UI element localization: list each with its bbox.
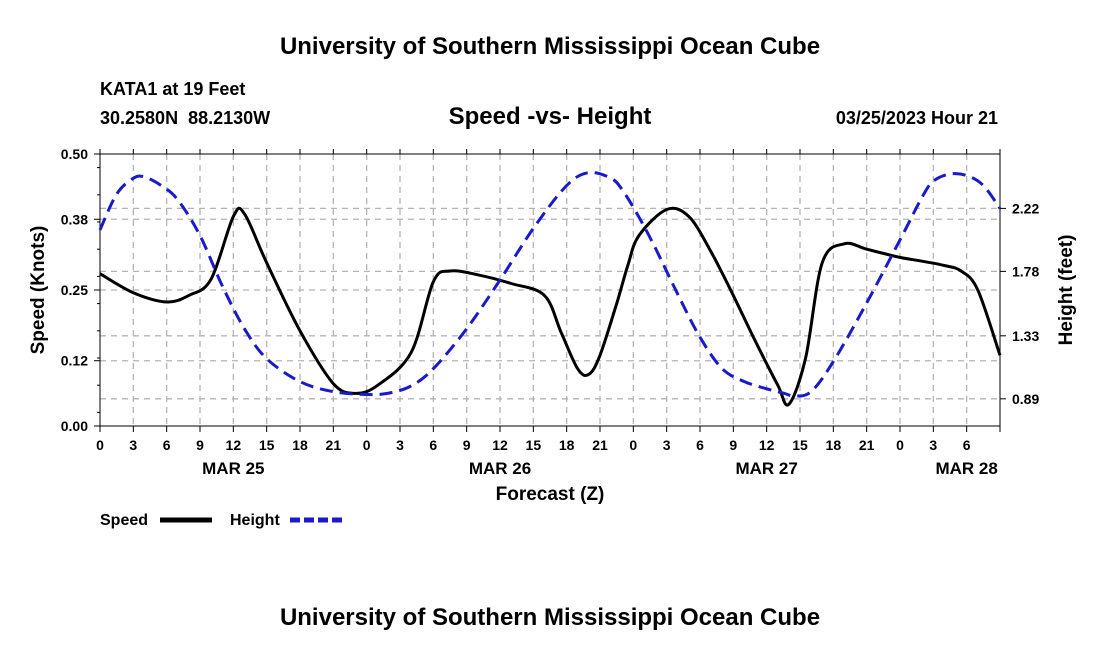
x-tick-label: 12 (492, 437, 508, 453)
day-label: MAR 28 (935, 459, 997, 478)
footer-title: University of Southern Mississippi Ocean… (280, 604, 820, 631)
legend-speed-label: Speed (100, 512, 148, 529)
page-title: University of Southern Mississippi Ocean… (280, 33, 820, 60)
coordinates-label: 30.2580N 88.2130W (100, 108, 270, 128)
y2-tick-label: 2.22 (1012, 200, 1039, 216)
station-label: KATA1 at 19 Feet (100, 79, 245, 99)
x-tick-label: 12 (226, 437, 242, 453)
y-tick-label: 0.38 (61, 211, 88, 227)
legend: Speed Height (100, 512, 342, 529)
day-label: MAR 26 (469, 459, 531, 478)
x-tick-label: 3 (663, 437, 671, 453)
x-tick-label: 6 (163, 437, 171, 453)
chart-title: Speed -vs- Height (449, 103, 652, 130)
x-tick-label: 3 (129, 437, 137, 453)
x-tick-label: 15 (259, 437, 275, 453)
y-axis-label: Speed (Knots) (28, 226, 49, 355)
y2-axis-label: Height (feet) (1056, 235, 1077, 346)
series-line-speed (99, 206, 1002, 407)
axis-ticks: 0 3 6 9 12 15 18 21 0 3 6 9 12 15 18 21 0 3 6 9 12 15 18 21 0 3 6 0… (61, 146, 1040, 478)
y-tick-label: 0.12 (61, 353, 88, 369)
x-tick-label: 18 (292, 437, 308, 453)
x-tick-label: 21 (592, 437, 608, 453)
day-label: MAR 27 (735, 459, 797, 478)
x-tick-label: 15 (792, 437, 808, 453)
x-tick-label: 3 (396, 437, 404, 453)
y-tick-label: 0.25 (61, 282, 88, 298)
grid (100, 154, 1000, 426)
x-tick-label: 9 (463, 437, 471, 453)
y-tick-label: 0.00 (61, 418, 88, 434)
y2-tick-label: 1.33 (1012, 328, 1039, 344)
x-tick-label: 9 (196, 437, 204, 453)
x-tick-label: 15 (526, 437, 542, 453)
x-tick-label: 18 (826, 437, 842, 453)
y2-tick-label: 1.78 (1012, 263, 1039, 279)
series-line-height (98, 170, 1002, 398)
x-tick-label: 12 (759, 437, 775, 453)
x-tick-label: 0 (629, 437, 637, 453)
x-tick-label: 0 (96, 437, 104, 453)
x-tick-label: 21 (326, 437, 342, 453)
x-tick-label: 3 (929, 437, 937, 453)
x-tick-label: 18 (559, 437, 575, 453)
x-tick-label: 6 (696, 437, 704, 453)
x-tick-label: 9 (729, 437, 737, 453)
forecast-date: 03/25/2023 Hour 21 (836, 108, 998, 128)
y-tick-label: 0.50 (61, 146, 88, 162)
x-tick-label: 6 (963, 437, 971, 453)
x-tick-label: 21 (859, 437, 875, 453)
day-label: MAR 25 (202, 459, 264, 478)
legend-height-label: Height (230, 512, 280, 529)
y2-tick-label: 0.89 (1012, 391, 1039, 407)
series (98, 170, 1002, 407)
x-tick-label: 0 (896, 437, 904, 453)
x-tick-label: 0 (363, 437, 371, 453)
x-tick-label: 6 (429, 437, 437, 453)
x-axis-label: Forecast (Z) (496, 484, 605, 505)
